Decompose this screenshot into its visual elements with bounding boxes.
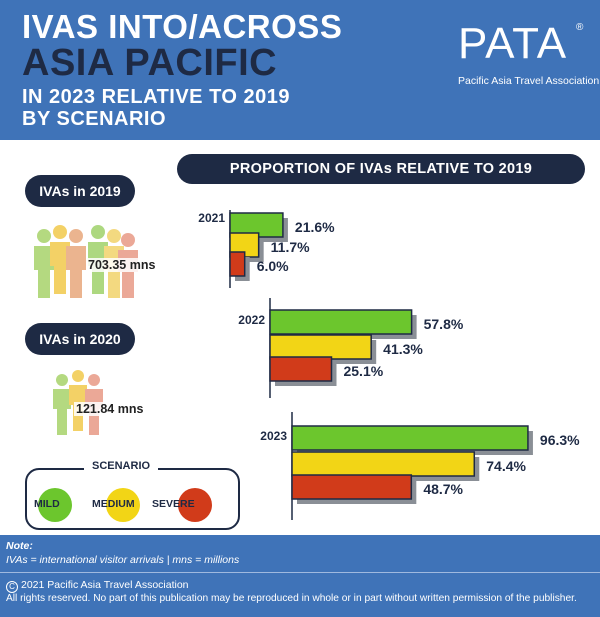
ivas-2020-value: 121.84 mns	[74, 402, 146, 416]
footer-divider	[0, 572, 600, 573]
pata-logo: PATA ® Pacific Asia Travel Association	[458, 19, 599, 92]
bar-medium-2023	[291, 451, 476, 477]
data-label-severe-2023: 48.7%	[423, 481, 463, 497]
data-label-medium-2023: 74.4%	[486, 458, 526, 474]
title-line-4: BY SCENARIO	[22, 108, 167, 130]
data-label-medium-2021: 11.7%	[271, 239, 310, 255]
copyright-icon: C	[6, 581, 18, 593]
legend-mild-label: MILD	[34, 498, 60, 510]
note-title: Note:	[6, 540, 33, 552]
rights-statement: All rights reserved. No part of this pub…	[6, 593, 577, 604]
year-label-2023: 2023	[260, 429, 287, 443]
scenario-legend-title: SCENARIO	[84, 460, 159, 472]
ivas-2020-label: IVAs in 2020	[25, 323, 135, 355]
ivas-bar-chart: 2021 21.6% 11.7% 6.0% 2022 57.8%41.3%25.1% 202…	[198, 210, 580, 520]
data-label-mild-2022: 57.8%	[424, 316, 464, 332]
title-line-2: ASIA PACIFIC	[22, 42, 278, 84]
copyright-text: 2021 Pacific Asia Travel Association	[21, 579, 189, 591]
ivas-2019-value: 703.35 mns	[86, 258, 158, 272]
bar-mild-2022	[269, 309, 413, 335]
legend-severe-circle	[178, 488, 212, 522]
data-label-mild-2023: 96.3%	[540, 432, 580, 448]
year-label-2021: 2021	[198, 211, 225, 225]
legend-mild-circle	[38, 488, 72, 522]
title-line-3: IN 2023 RELATIVE TO 2019	[22, 86, 291, 108]
bar-mild-2023	[291, 425, 529, 451]
year-label-2022: 2022	[238, 313, 265, 327]
data-label-medium-2022: 41.3%	[383, 341, 423, 357]
title-line-1: IVAS INTO/ACROSS	[22, 8, 343, 45]
chart-title: PROPORTION OF IVAs RELATIVE TO 2019	[177, 154, 585, 184]
bar-medium-2022	[269, 334, 372, 360]
legend-medium-circle	[106, 488, 140, 522]
data-label-severe-2022: 25.1%	[343, 363, 383, 379]
notes-footer: Note: IVAs = international visitor arriv…	[0, 535, 600, 617]
bar-severe-2022	[269, 356, 333, 382]
legend-severe-label: SEVERE	[152, 498, 195, 510]
data-label-mild-2021: 21.6%	[295, 219, 335, 235]
registered-mark: ®	[576, 22, 584, 33]
data-label-severe-2021: 6.0%	[257, 258, 289, 274]
logo-subtitle: Pacific Asia Travel Association	[458, 75, 600, 87]
copyright-line: C 2021 Pacific Asia Travel Association	[6, 579, 189, 593]
people-group-2020-icon	[53, 370, 103, 435]
note-text: IVAs = international visitor arrivals | …	[6, 554, 240, 566]
bar-severe-2021	[229, 251, 246, 277]
legend-medium-label: MEDIUM	[92, 498, 135, 510]
ivas-2019-label: IVAs in 2019	[25, 175, 135, 207]
logo-wordmark: PATA	[458, 19, 568, 68]
bar-severe-2023	[291, 474, 413, 500]
header-banner: IVAS INTO/ACROSS ASIA PACIFIC IN 2023 RE…	[0, 0, 600, 140]
